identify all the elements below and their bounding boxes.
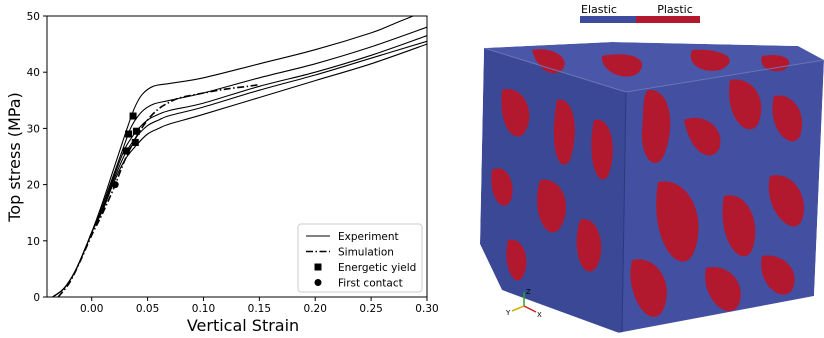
first-contact-marker bbox=[111, 181, 119, 189]
color-legend: Elastic Plastic bbox=[580, 3, 700, 23]
legend-label: Simulation bbox=[338, 246, 394, 258]
color-legend-elastic-swatch bbox=[580, 16, 636, 23]
x-tick-label: 0.10 bbox=[192, 303, 215, 315]
chart-svg: 0.00 0.05 0.10 0.15 0.20 0.25 0.3001020304050 … bbox=[5, 11, 439, 335]
legend-label: First contact bbox=[338, 277, 403, 289]
y-axis-label: Top stress (MPa) bbox=[5, 92, 24, 223]
x-tick-label: 0.05 bbox=[136, 303, 159, 315]
y-tick-label: 30 bbox=[27, 123, 40, 135]
cube bbox=[480, 42, 824, 334]
orientation-triad: Z Y X bbox=[505, 288, 542, 319]
color-legend-plastic-swatch bbox=[636, 16, 700, 23]
y-tick-label: 0 bbox=[33, 292, 40, 304]
y-tick-label: 20 bbox=[27, 180, 40, 192]
y-tick-label: 10 bbox=[27, 236, 40, 248]
y-tick-label: 40 bbox=[27, 67, 40, 79]
legend-label: Experiment bbox=[338, 231, 399, 243]
chart-legend: Experiment Simulation Energetic yield First… bbox=[297, 223, 423, 293]
color-legend-plastic-label: Plastic bbox=[657, 3, 693, 16]
legend-key-square-marker bbox=[314, 263, 322, 271]
x-tick-label: 0.30 bbox=[415, 303, 438, 315]
legend-box bbox=[297, 223, 423, 293]
x-tick-label: 0.25 bbox=[359, 303, 382, 315]
energetic-yield-marker bbox=[132, 127, 140, 135]
x-tick-label: 0.15 bbox=[248, 303, 271, 315]
energetic-yield-marker bbox=[122, 147, 130, 155]
simulation-curve bbox=[57, 83, 260, 297]
energetic-yield-marker bbox=[131, 138, 139, 146]
axes: 0.00 0.05 0.10 0.15 0.20 0.25 0.30 0 10 20 30 40 50 bbox=[27, 11, 439, 315]
stress-strain-chart: 0.00 0.05 0.10 0.15 0.20 0.25 0.30 0 10 20 30 40 50 … bbox=[5, 11, 439, 335]
color-legend-elastic-label: Elastic bbox=[581, 3, 617, 16]
legend-label: Energetic yield bbox=[338, 262, 416, 274]
legend-key-circle-marker bbox=[314, 279, 322, 286]
plasticity-render: Elastic Plastic bbox=[462, 0, 824, 334]
triad-y-label: Y bbox=[505, 309, 511, 317]
energetic-yield-marker bbox=[129, 112, 137, 120]
triad-x-label: X bbox=[537, 311, 542, 319]
triad-z-label: Z bbox=[526, 288, 531, 296]
x-tick-label: 0.00 bbox=[80, 303, 103, 315]
x-tick-label: 0.20 bbox=[304, 303, 327, 315]
plot-frame bbox=[46, 15, 428, 298]
markers bbox=[111, 112, 140, 189]
energetic-yield-marker bbox=[125, 130, 133, 138]
cube-top-face bbox=[484, 42, 824, 92]
x-axis-label: Vertical Strain bbox=[187, 316, 299, 334]
render-svg: Elastic Plastic bbox=[480, 3, 824, 334]
plastic-regions bbox=[491, 49, 804, 317]
y-tick-label: 50 bbox=[27, 11, 40, 23]
